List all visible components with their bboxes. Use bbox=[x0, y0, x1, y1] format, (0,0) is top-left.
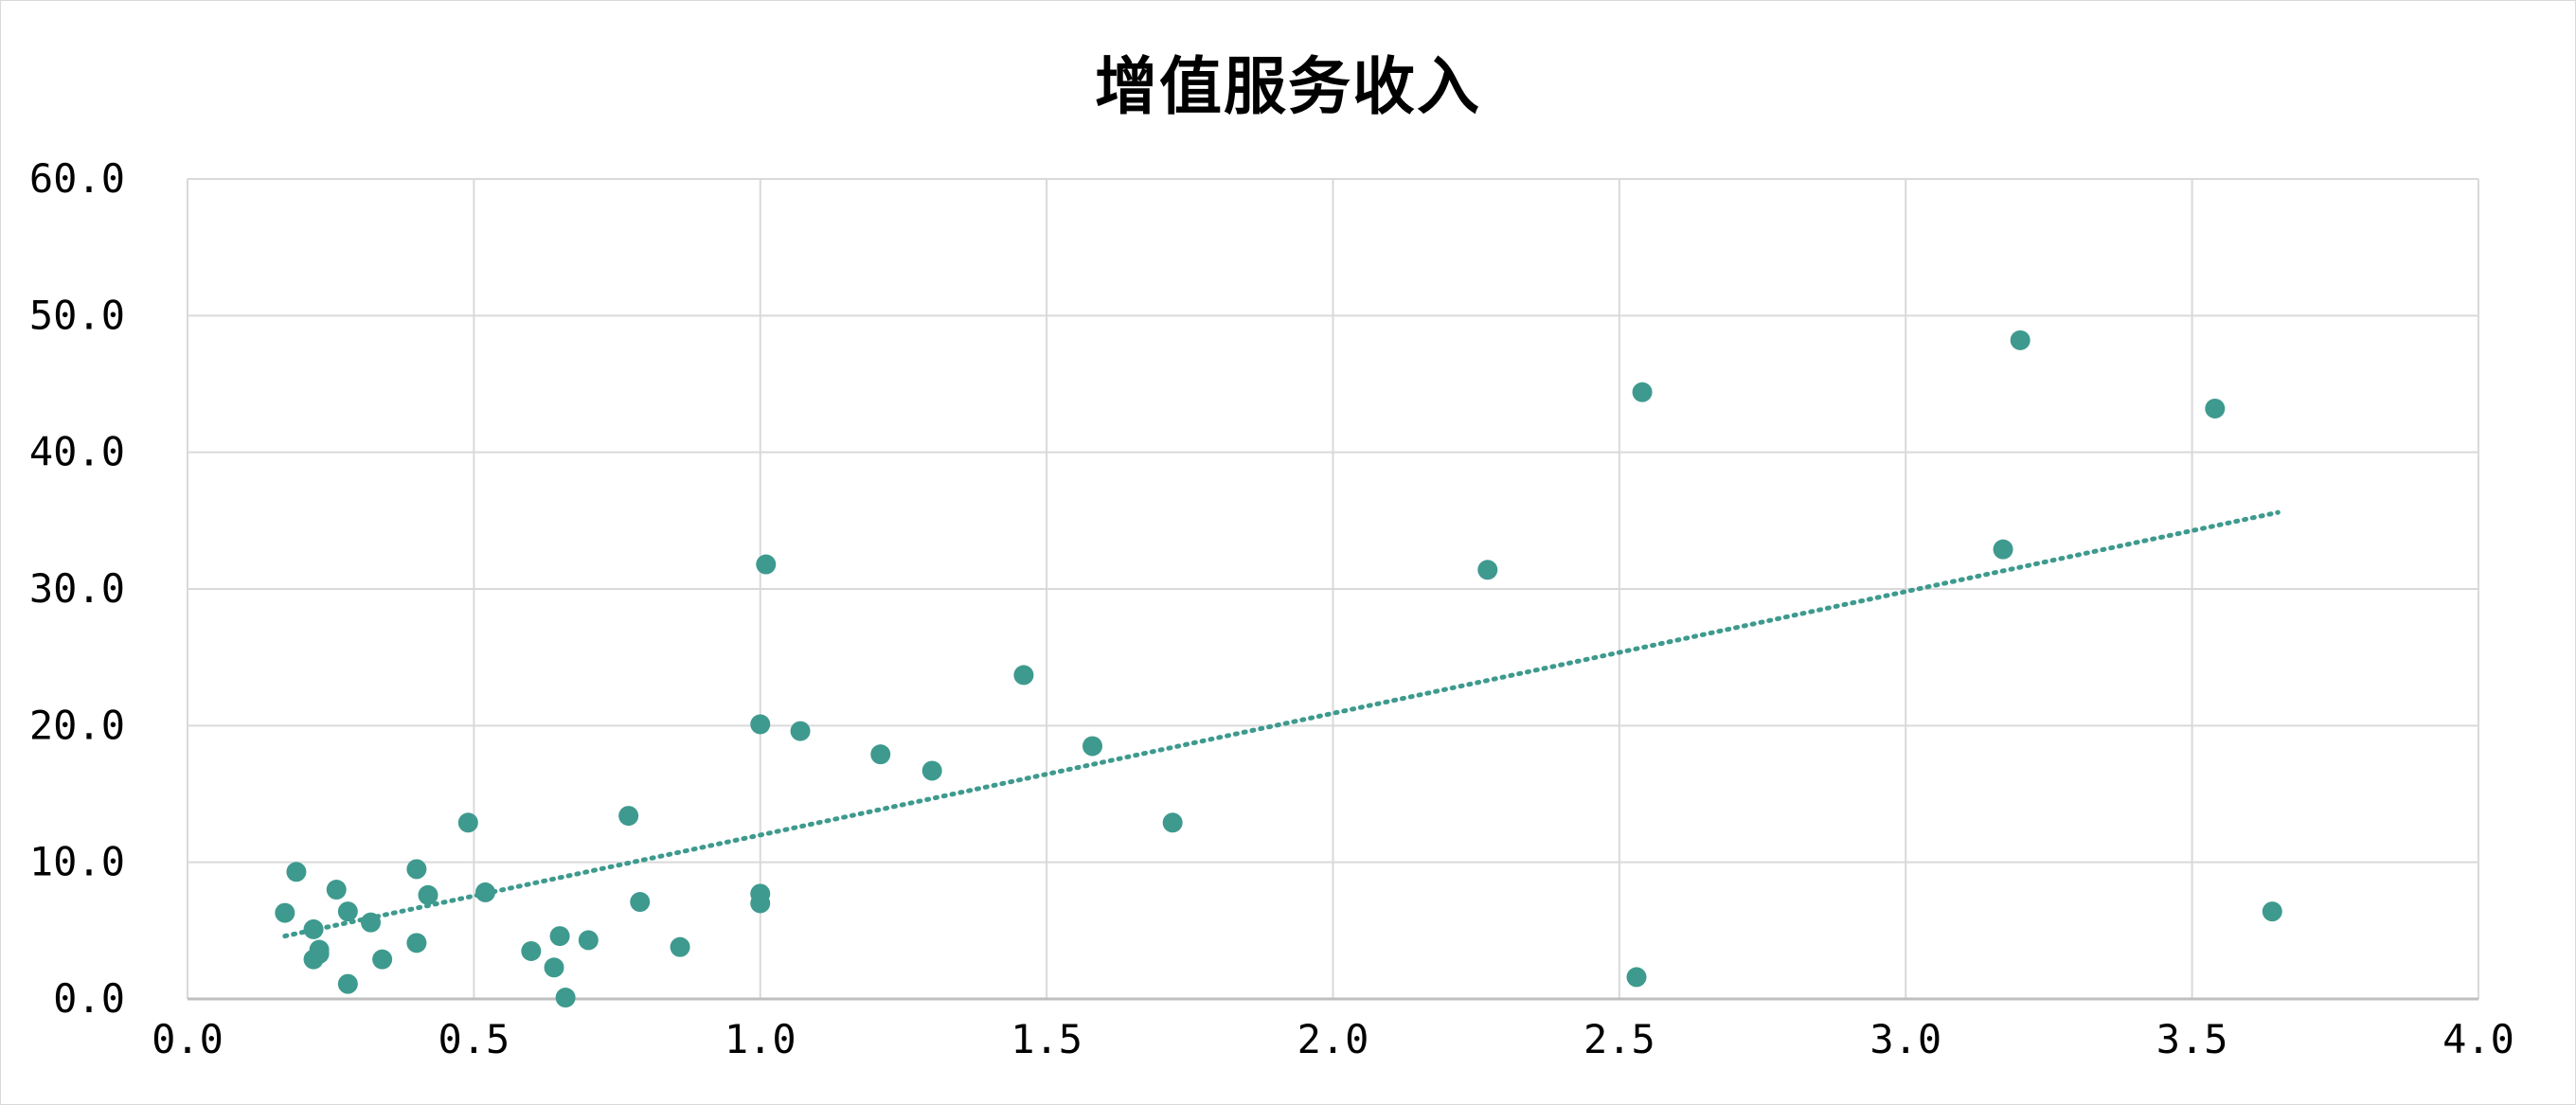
trendline bbox=[282, 509, 2281, 939]
data-point bbox=[309, 943, 330, 964]
x-tick-label: 0.5 bbox=[438, 1016, 510, 1062]
data-point bbox=[549, 926, 570, 947]
x-tick-label: 3.5 bbox=[2156, 1016, 2228, 1062]
y-tick-label: 40.0 bbox=[29, 429, 125, 475]
data-point bbox=[303, 918, 324, 939]
data-point bbox=[790, 721, 811, 741]
data-point bbox=[418, 884, 438, 905]
data-point bbox=[1013, 665, 1034, 686]
data-point bbox=[406, 859, 427, 880]
y-tick-label: 60.0 bbox=[29, 155, 125, 202]
data-point bbox=[286, 862, 307, 882]
trendline-group bbox=[282, 509, 2281, 939]
data-point bbox=[870, 744, 891, 765]
y-tick-label: 0.0 bbox=[53, 975, 125, 1022]
x-tick-label: 2.5 bbox=[1583, 1016, 1655, 1062]
data-point bbox=[457, 812, 478, 833]
data-point bbox=[618, 806, 639, 827]
data-point bbox=[921, 760, 942, 781]
x-tick-label: 1.0 bbox=[724, 1016, 796, 1062]
data-point bbox=[474, 882, 495, 902]
y-tick-label: 30.0 bbox=[29, 565, 125, 612]
x-tick-label: 2.0 bbox=[1297, 1016, 1369, 1062]
data-point bbox=[1162, 812, 1183, 833]
chart-title: 增值服务收入 bbox=[1095, 50, 1481, 123]
data-point bbox=[2010, 330, 2030, 350]
x-tick-label: 4.0 bbox=[2442, 1016, 2514, 1062]
data-point bbox=[1477, 560, 1498, 580]
data-point bbox=[670, 936, 690, 957]
gridlines bbox=[188, 178, 2479, 999]
data-point bbox=[2205, 398, 2226, 419]
data-points bbox=[275, 330, 2282, 1008]
data-point bbox=[555, 988, 576, 1008]
data-point bbox=[326, 880, 347, 900]
data-point bbox=[337, 973, 358, 994]
y-tick-labels: 0.0 10.0 20.0 30.0 40.0 50.0 60.0 bbox=[29, 155, 125, 1022]
data-point bbox=[630, 892, 651, 913]
data-point bbox=[544, 957, 564, 978]
data-point bbox=[1993, 539, 2013, 560]
data-point bbox=[1632, 382, 1653, 402]
data-point bbox=[406, 933, 427, 954]
data-point bbox=[2262, 901, 2282, 922]
data-point bbox=[521, 940, 542, 961]
data-point bbox=[578, 930, 599, 951]
x-tick-label: 1.5 bbox=[1011, 1016, 1082, 1062]
data-point bbox=[372, 949, 393, 970]
data-point bbox=[337, 901, 358, 922]
data-point bbox=[1082, 736, 1103, 757]
x-tick-label: 0.0 bbox=[152, 1016, 224, 1062]
y-tick-label: 20.0 bbox=[29, 702, 125, 748]
y-tick-label: 50.0 bbox=[29, 292, 125, 338]
data-point bbox=[361, 912, 382, 933]
x-tick-labels: 0.0 0.5 1.0 1.5 2.0 2.5 3.0 3.5 4.0 bbox=[152, 1016, 2514, 1062]
y-tick-label: 10.0 bbox=[29, 839, 125, 885]
data-point bbox=[756, 554, 777, 575]
data-point bbox=[750, 714, 771, 735]
data-point bbox=[1626, 967, 1647, 988]
data-point bbox=[750, 893, 771, 914]
x-tick-label: 3.0 bbox=[1869, 1016, 1941, 1062]
data-point bbox=[275, 902, 295, 923]
